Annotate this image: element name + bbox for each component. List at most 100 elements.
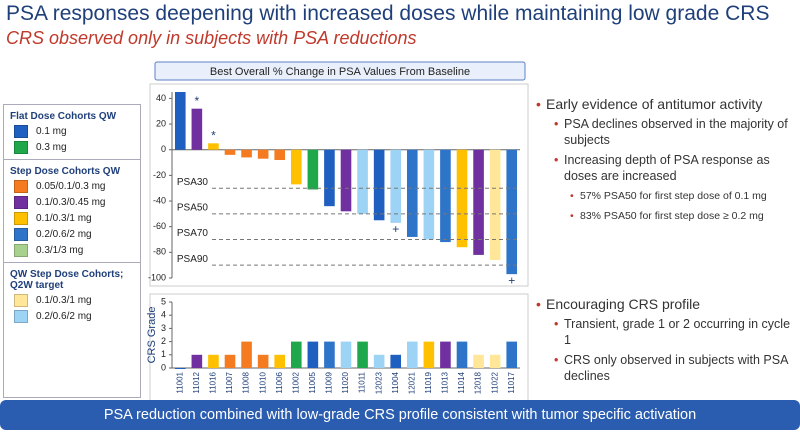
- x-tick-label: 11020: [341, 371, 350, 393]
- bar-annotation: +: [508, 273, 515, 287]
- legend-swatch: [14, 125, 28, 138]
- bar: [423, 149, 435, 240]
- legend-swatch: [14, 196, 28, 209]
- legend-label: 0.1 mg: [36, 126, 67, 137]
- bar: [174, 92, 186, 150]
- legend-swatch: [14, 244, 28, 257]
- legend-item: 0.05/0.1/0.3 mg: [14, 180, 140, 193]
- bullet: 83% PSA50 for first step dose ≥ 0.2 mg: [570, 208, 798, 224]
- legend-item: 0.1 mg: [14, 125, 140, 138]
- legend-label: 0.2/0.6/2 mg: [36, 311, 92, 322]
- chart-title-box: [154, 61, 526, 81]
- y-tick-label: -80: [153, 247, 166, 257]
- bar: [290, 149, 302, 185]
- y-tick-label: -100: [148, 272, 166, 282]
- reference-label: PSA70: [177, 228, 209, 239]
- y-tick-label: 20: [156, 118, 166, 128]
- x-tick-label: 11011: [358, 371, 367, 393]
- bar: [406, 149, 418, 237]
- x-tick-label: 11012: [192, 371, 201, 393]
- bar: [440, 341, 451, 368]
- legend-label: 0.3/1/3 mg: [36, 245, 84, 256]
- bar: [456, 149, 468, 248]
- x-tick-label: 11013: [441, 371, 450, 393]
- y-tick-label: 40: [156, 93, 166, 103]
- legend-label: 0.1/0.3/0.45 mg: [36, 197, 106, 208]
- legend-label: 0.3 mg: [36, 142, 67, 153]
- legend-swatch: [14, 141, 28, 154]
- legend-swatch: [14, 228, 28, 241]
- footer-banner: PSA reduction combined with low-grade CR…: [0, 400, 800, 430]
- legend-item: 0.2/0.6/2 mg: [14, 228, 140, 241]
- slide-title: PSA responses deepening with increased d…: [6, 2, 770, 25]
- bullets-bottom: Encouraging CRS profile Transient, grade …: [536, 296, 798, 388]
- y-tick-label: 5: [161, 296, 166, 306]
- legend-swatch: [14, 180, 28, 193]
- x-tick-label: 12023: [374, 371, 383, 394]
- bar: [489, 149, 501, 261]
- x-tick-label: 11010: [258, 371, 267, 393]
- x-tick-label: 11009: [325, 371, 334, 393]
- x-tick-label: 11006: [275, 371, 284, 393]
- bar: [440, 149, 451, 243]
- bar: [224, 354, 236, 368]
- bar: [373, 149, 385, 221]
- legend-heading: QW Step Dose Cohorts; Q2W target: [10, 269, 124, 291]
- x-tick-label: 11016: [209, 371, 218, 393]
- y-tick-label: 1: [161, 349, 166, 359]
- legend-item: 0.1/0.3/1 mg: [14, 294, 140, 307]
- x-tick-label: 12018: [474, 371, 483, 394]
- bar: [473, 354, 484, 368]
- bar-annotation: *: [195, 94, 200, 108]
- x-tick-label: 11017: [507, 371, 516, 393]
- x-tick-label: 11019: [424, 371, 433, 393]
- bar: [274, 354, 286, 368]
- y-tick-label: -20: [153, 170, 166, 180]
- x-tick-label: 11022: [490, 371, 499, 393]
- bar: [191, 108, 203, 150]
- bullet: CRS only observed in subjects with PSA d…: [554, 352, 798, 384]
- bar: [257, 354, 269, 368]
- bar: [423, 341, 435, 368]
- y-axis-label: CRS Grade: [146, 307, 158, 364]
- x-tick-label: 11004: [391, 371, 400, 393]
- x-tick-label: 12021: [407, 371, 416, 394]
- legend-divider: [4, 159, 140, 160]
- bullets-top: Early evidence of antitumor activity PSA …: [536, 96, 798, 228]
- bar: [506, 341, 518, 368]
- bar: [191, 354, 203, 368]
- bar: [307, 341, 319, 368]
- plot-frame: [149, 293, 529, 407]
- legend-item: 0.1/0.3/1 mg: [14, 212, 140, 225]
- legend-heading: Flat Dose Cohorts QW: [10, 111, 117, 122]
- bar-annotation: +: [392, 222, 399, 236]
- bar: [208, 354, 219, 368]
- bullet: Early evidence of antitumor activity: [536, 96, 798, 112]
- legend-item: 0.3/1/3 mg: [14, 244, 140, 257]
- slide-subtitle: CRS observed only in subjects with PSA r…: [6, 28, 417, 48]
- bar: [357, 149, 368, 214]
- chart-title: Best Overall % Change in PSA Values From…: [210, 66, 470, 78]
- bar-annotation: *: [211, 128, 216, 142]
- bar: [473, 149, 484, 255]
- legend-label: 0.1/0.3/1 mg: [36, 213, 92, 224]
- y-tick-label: 3: [161, 323, 166, 333]
- reference-label: PSA30: [177, 177, 209, 188]
- legend-item: 0.1/0.3/0.45 mg: [14, 196, 140, 209]
- y-tick-label: 0: [161, 362, 166, 372]
- bar: [290, 341, 302, 368]
- bar: [241, 341, 252, 368]
- bar: [373, 354, 385, 368]
- legend-swatch: [14, 212, 28, 225]
- legend-divider: [4, 262, 140, 263]
- bullet: Encouraging CRS profile: [536, 296, 798, 312]
- legend-swatch: [14, 294, 28, 307]
- legend-heading: Step Dose Cohorts QW: [10, 166, 121, 177]
- y-tick-label: 2: [161, 336, 166, 346]
- bullet: 57% PSA50 for first step dose of 0.1 mg: [570, 188, 798, 204]
- x-tick-label: 11014: [457, 371, 466, 393]
- bar: [506, 149, 518, 275]
- bar: [489, 354, 501, 368]
